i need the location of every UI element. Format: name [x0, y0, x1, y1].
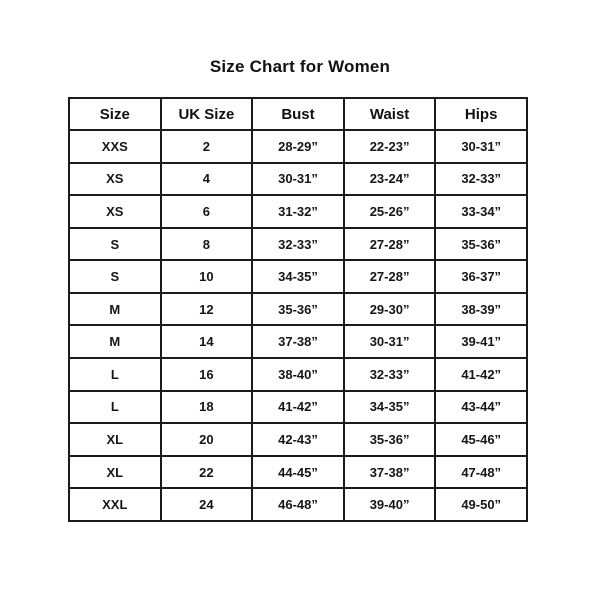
column-header-size: Size [68, 97, 162, 131]
page-title: Size Chart for Women [209, 57, 391, 76]
table-cell: 23-24” [342, 161, 437, 197]
table-cell: XL [68, 422, 162, 457]
table-cell: 12 [159, 291, 254, 327]
table-cell: 37-38” [251, 324, 345, 360]
table-cell: 30-31” [434, 129, 528, 164]
table-cell: 37-38” [342, 454, 437, 490]
table-cell: 8 [159, 226, 254, 262]
table-cell: 36-37” [434, 259, 528, 294]
table-cell: 39-40” [342, 487, 437, 522]
table-body: XXS 2 28-29” 22-23” 30-31” XS 4 30-31” 23-24” 32-… [68, 129, 528, 522]
table-cell: XS [68, 161, 162, 197]
table-cell: 34-35” [251, 259, 345, 294]
table-cell: 32-33” [434, 161, 528, 197]
table-cell: 35-36” [251, 291, 345, 327]
table-cell: 42-43” [251, 422, 345, 457]
table-row: S 10 34-35” 27-28” 36-37” [68, 259, 528, 294]
table-cell: XL [68, 454, 162, 490]
table-cell: 27-28” [342, 226, 437, 262]
table-cell: 31-32” [251, 194, 345, 229]
table-cell: 32-33” [251, 226, 345, 262]
table-row: XS 6 31-32” 25-26” 33-34” [68, 194, 528, 229]
table-cell: XXL [68, 487, 162, 522]
table-cell: 38-39” [434, 291, 528, 327]
table-cell: M [68, 324, 162, 360]
table-cell: S [68, 226, 162, 262]
table-cell: 34-35” [342, 389, 437, 425]
header-row: Size UK Size Bust Waist Hips [68, 97, 528, 131]
size-chart-table: Size UK Size Bust Waist Hips XXS 2 28-29” 2… [68, 97, 528, 522]
table-cell: 18 [159, 389, 254, 425]
column-header-hips: Hips [434, 97, 528, 131]
table-cell: 20 [159, 422, 254, 457]
column-header-uk-size: UK Size [159, 97, 254, 131]
table-cell: 28-29” [251, 129, 345, 164]
table-row: XL 22 44-45” 37-38” 47-48” [68, 454, 528, 490]
table-cell: 38-40” [251, 357, 345, 392]
table-cell: 2 [159, 129, 254, 164]
table-row: M 12 35-36” 29-30” 38-39” [68, 291, 528, 327]
table-cell: L [68, 357, 162, 392]
table-cell: 4 [159, 161, 254, 197]
table-cell: 35-36” [342, 422, 437, 457]
table-cell: 22-23” [342, 129, 437, 164]
table-cell: 24 [159, 487, 254, 522]
table-row: S 8 32-33” 27-28” 35-36” [68, 226, 528, 262]
table-row: L 18 41-42” 34-35” 43-44” [68, 389, 528, 425]
table-cell: M [68, 291, 162, 327]
table-row: XXL 24 46-48” 39-40” 49-50” [68, 487, 528, 522]
table-cell: 45-46” [434, 422, 528, 457]
table-cell: XXS [68, 129, 162, 164]
table-header: Size UK Size Bust Waist Hips [68, 97, 528, 131]
table-row: XS 4 30-31” 23-24” 32-33” [68, 161, 528, 197]
table-cell: 22 [159, 454, 254, 490]
table-cell: 32-33” [342, 357, 437, 392]
table-cell: 14 [159, 324, 254, 360]
table-cell: 46-48” [251, 487, 345, 522]
table-cell: 43-44” [434, 389, 528, 425]
table-row: M 14 37-38” 30-31” 39-41” [68, 324, 528, 360]
table-cell: XS [68, 194, 162, 229]
table-cell: 30-31” [342, 324, 437, 360]
table-cell: 10 [159, 259, 254, 294]
table-cell: 41-42” [434, 357, 528, 392]
table-row: L 16 38-40” 32-33” 41-42” [68, 357, 528, 392]
table-row: XXS 2 28-29” 22-23” 30-31” [68, 129, 528, 164]
table-cell: 47-48” [434, 454, 528, 490]
table-cell: 41-42” [251, 389, 345, 425]
table-cell: L [68, 389, 162, 425]
table-cell: 44-45” [251, 454, 345, 490]
table-cell: S [68, 259, 162, 294]
table-cell: 33-34” [434, 194, 528, 229]
table-cell: 29-30” [342, 291, 437, 327]
column-header-waist: Waist [342, 97, 437, 131]
table-cell: 30-31” [251, 161, 345, 197]
table-cell: 27-28” [342, 259, 437, 294]
table-cell: 35-36” [434, 226, 528, 262]
column-header-bust: Bust [251, 97, 345, 131]
table-cell: 16 [159, 357, 254, 392]
table-row: XL 20 42-43” 35-36” 45-46” [68, 422, 528, 457]
table-cell: 49-50” [434, 487, 528, 522]
table-cell: 25-26” [342, 194, 437, 229]
table-cell: 6 [159, 194, 254, 229]
table-cell: 39-41” [434, 324, 528, 360]
